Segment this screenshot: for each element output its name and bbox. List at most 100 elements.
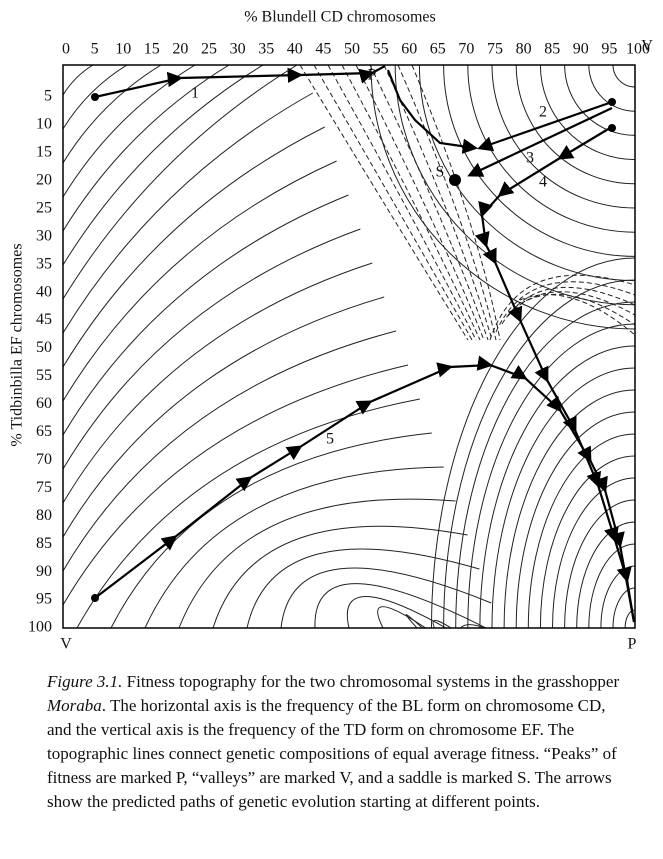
contour-dashed <box>397 65 497 341</box>
contour <box>63 65 230 232</box>
y-tick-label: 95 <box>36 591 52 608</box>
x-tick-label: 55 <box>373 41 389 58</box>
contour <box>467 323 635 628</box>
contour <box>377 606 427 628</box>
start-point <box>608 124 616 132</box>
contour <box>314 583 487 628</box>
y-tick-label: 85 <box>36 535 52 552</box>
x-tick-label: 5 <box>91 41 99 58</box>
contour <box>612 587 635 628</box>
contour <box>491 367 635 628</box>
contour <box>479 345 635 628</box>
x-tick-label: 50 <box>344 41 360 58</box>
path-peak-descent <box>386 69 479 154</box>
y-tick-label: 35 <box>36 255 52 272</box>
x-tick-label: 0 <box>62 41 70 58</box>
x-tick-label: 10 <box>115 41 131 58</box>
y-axis-title: % Tidbinbilla EF chromosomes <box>9 243 26 446</box>
y-tick-label: 45 <box>36 311 52 328</box>
contour <box>63 126 325 368</box>
contour <box>346 596 447 628</box>
x-tick-label: 90 <box>573 41 589 58</box>
path-label: 4 <box>539 174 547 191</box>
x-tick-label: 20 <box>172 41 188 58</box>
y-tick-label: 25 <box>36 199 52 216</box>
contour <box>280 567 492 628</box>
y-tick-label: 70 <box>36 451 52 468</box>
x-tick-label: 95 <box>601 41 617 58</box>
y-tick-label: 30 <box>36 227 52 244</box>
path-5 <box>94 355 636 623</box>
y-tick-label: 40 <box>36 283 52 300</box>
y-tick-label: 15 <box>36 144 52 161</box>
contour-dashed <box>355 65 485 341</box>
contour <box>443 65 635 257</box>
contour <box>63 65 94 96</box>
y-tick-label: 55 <box>36 367 52 384</box>
y-tick-label: 75 <box>36 479 52 496</box>
contour <box>63 228 361 470</box>
contour <box>467 65 635 233</box>
y-tick-label: 60 <box>36 395 52 412</box>
path-2 <box>477 100 613 152</box>
contour <box>63 65 128 130</box>
contour-dashed <box>513 293 635 326</box>
x-tick-label: 65 <box>430 41 446 58</box>
peak-label: P <box>368 67 377 84</box>
path-label: 5 <box>326 431 334 448</box>
x-tick-label: 60 <box>401 41 417 58</box>
path-4 <box>474 127 636 623</box>
path-label: 3 <box>526 150 534 167</box>
y-tick-label: 90 <box>36 563 52 580</box>
contour <box>443 279 635 628</box>
contour-dashed <box>299 65 469 341</box>
contour <box>63 160 337 402</box>
y-tick-label: 50 <box>36 339 52 356</box>
contour-dashed <box>501 286 635 325</box>
path-label: 2 <box>539 104 547 121</box>
contour <box>612 65 635 88</box>
y-tick-label: 65 <box>36 423 52 440</box>
saddle-point <box>449 174 461 186</box>
contour <box>624 609 635 628</box>
x-tick-label: 40 <box>287 41 303 58</box>
contour <box>432 620 452 628</box>
contour-dashed <box>327 65 477 341</box>
contour <box>63 92 314 334</box>
contour <box>539 455 635 628</box>
x-tick-label: 80 <box>516 41 532 58</box>
contour <box>63 65 162 164</box>
x-tick-label: 15 <box>144 41 160 58</box>
contour <box>63 262 373 504</box>
contour-dashed <box>411 65 501 341</box>
y-tick-label: 80 <box>36 507 52 524</box>
contour <box>63 364 409 606</box>
figure: % Blundell CD chromosomes % Tidbinbilla … <box>9 9 654 653</box>
corner-label: V <box>60 636 72 653</box>
x-tick-label: 30 <box>230 41 246 58</box>
contour <box>63 65 298 300</box>
contour <box>564 65 635 136</box>
contour <box>63 194 349 436</box>
y-tick-label: 100 <box>28 619 52 636</box>
path-label: 1 <box>191 85 199 102</box>
y-tick-label: 20 <box>36 171 52 188</box>
caption-text: Fitness topography for the two chromosom… <box>122 672 620 691</box>
evolution-paths <box>91 65 636 623</box>
x-tick-label: 100 <box>626 41 650 58</box>
saddle-label: S <box>436 164 445 181</box>
x-axis-title: % Blundell CD chromosomes <box>244 9 436 26</box>
contour <box>527 433 635 628</box>
y-tick-label: 10 <box>36 116 52 133</box>
y-tick-label: 5 <box>44 88 52 105</box>
x-tick-label: 25 <box>201 41 217 58</box>
x-tick-label: 75 <box>487 41 503 58</box>
x-tick-label: 70 <box>458 41 474 58</box>
caption-text: . The horizontal axis is the frequency o… <box>47 696 617 811</box>
caption-label: Figure 3.1. <box>47 672 123 691</box>
contour <box>110 432 432 628</box>
start-point <box>91 594 99 602</box>
start-point <box>608 98 616 106</box>
x-tick-label: 85 <box>544 41 560 58</box>
